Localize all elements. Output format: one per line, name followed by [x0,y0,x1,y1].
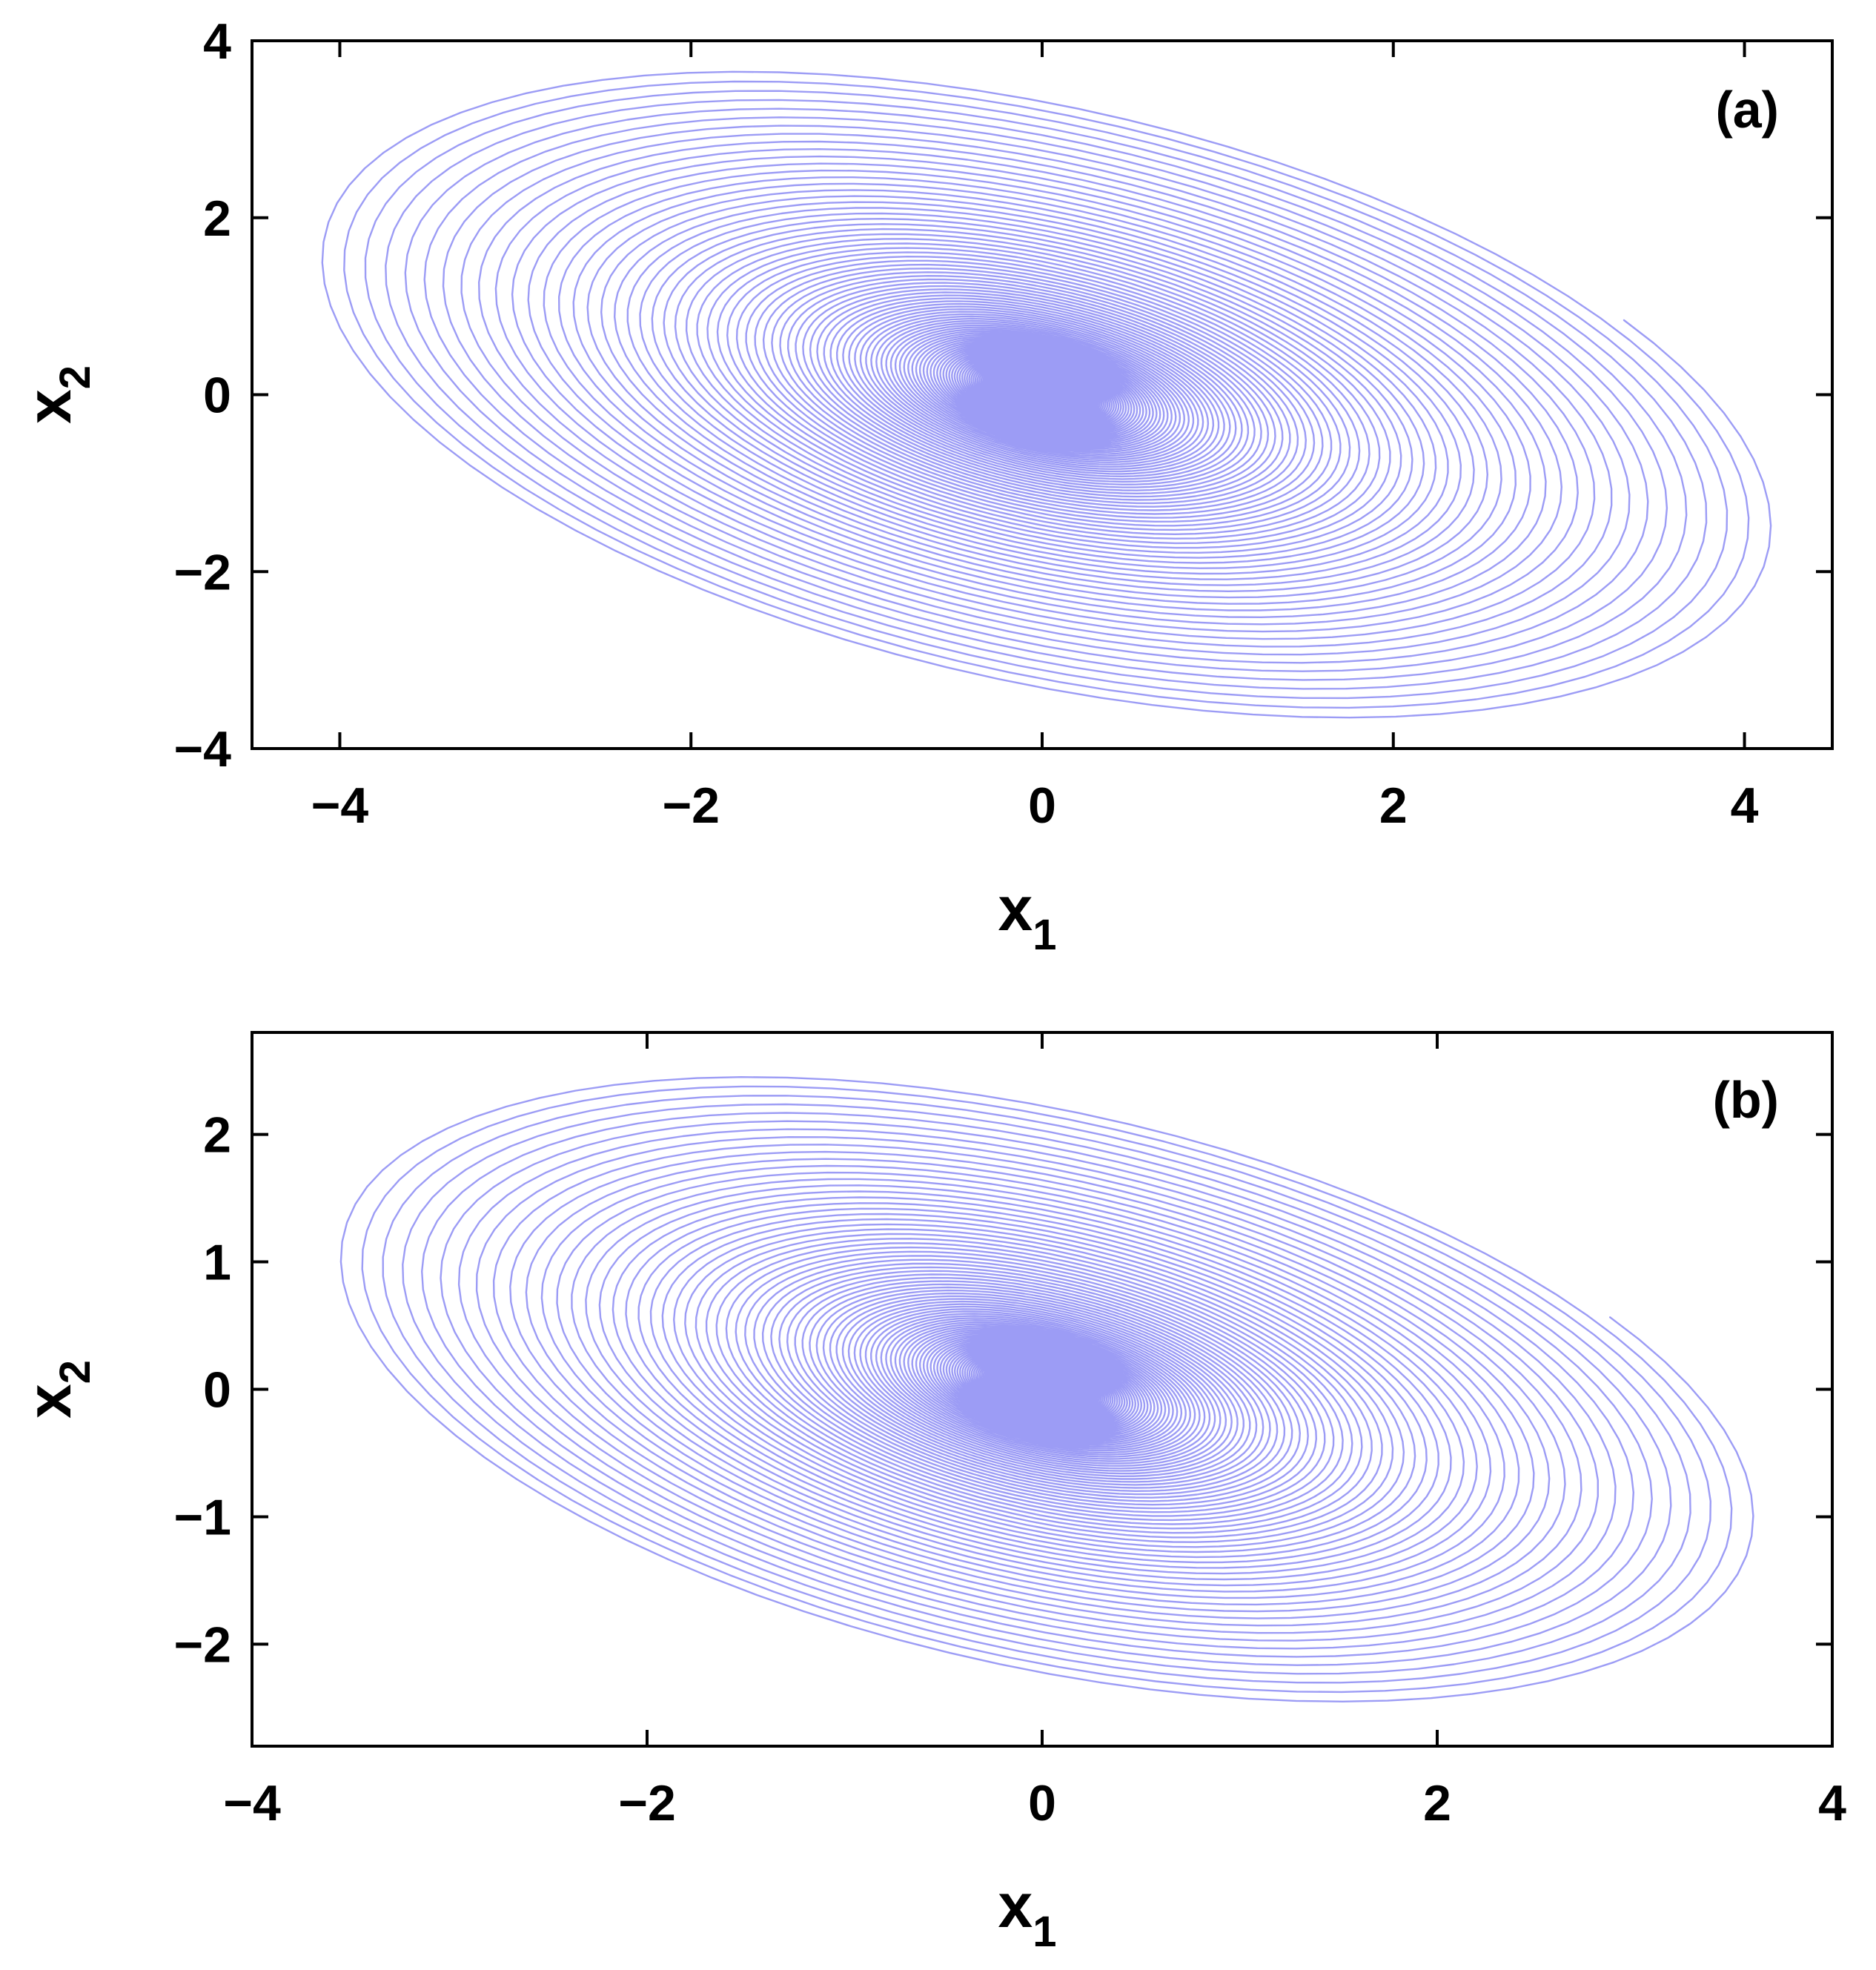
y-axis-label: x2 [14,1360,99,1419]
y-tick-label: −2 [173,544,231,600]
y-tick-label: 2 [203,1107,231,1164]
y-tick-label: 0 [203,1362,231,1419]
y-axis-label: x2 [14,365,99,424]
x-tick-label: 4 [1731,777,1759,834]
x-axis-label: x1 [998,874,1057,959]
x-axis-label: x1 [998,1871,1057,1956]
x-tick-label: −2 [618,1775,676,1831]
x-tick-label: −4 [311,777,369,834]
x-tick-label: 0 [1028,777,1056,834]
y-tick-label: 1 [203,1235,231,1291]
x-tick-label: 2 [1423,1775,1451,1831]
y-tick-label: −1 [173,1489,231,1545]
x-tick-label: −2 [662,777,720,834]
y-tick-label: −2 [173,1616,231,1673]
trajectory-series [321,70,1772,719]
y-tick-label: 2 [203,190,231,247]
y-tick-label: −4 [173,721,231,777]
x-tick-label: −4 [223,1775,281,1831]
panel-label: (b) [1713,1071,1779,1129]
x-tick-label: 4 [1818,1775,1846,1831]
panel-label: (a) [1715,81,1779,139]
panel-a: −4 −2 0 2 4 −4 −2 0 2 4 x1 x2 (a) [14,13,1834,959]
x-tick-label: 2 [1379,777,1408,834]
x-tick-label: 0 [1028,1775,1056,1831]
panel-b: −4 −2 0 2 4 −2 −1 0 1 2 x1 x2 (b) [14,1031,1846,1956]
y-tick-label: 4 [203,13,231,70]
y-tick-label: 0 [203,368,231,424]
trajectory-series [339,1076,1754,1702]
